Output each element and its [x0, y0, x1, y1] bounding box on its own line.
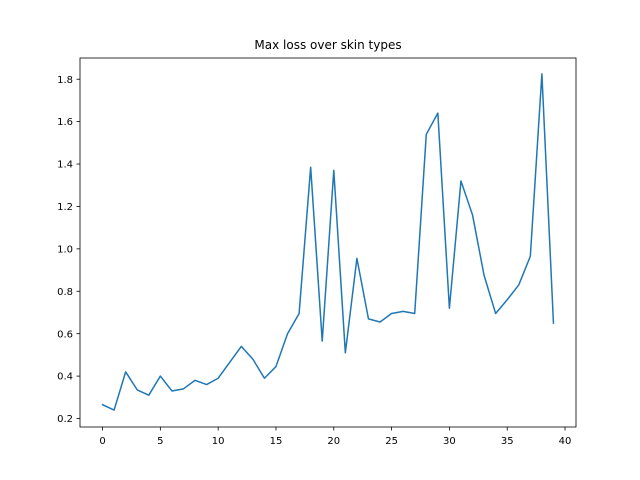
y-tick-label-1: 0.4 — [57, 372, 73, 383]
y-tick-label-3: 0.8 — [57, 287, 73, 298]
x-tick-label-8: 40 — [559, 436, 572, 447]
series-layer — [101, 73, 555, 411]
y-tick-label-5: 1.2 — [57, 202, 73, 213]
y-tick-label-2: 0.6 — [57, 329, 73, 340]
x-tick-label-0: 0 — [99, 436, 105, 447]
x-tick-label-6: 30 — [443, 436, 456, 447]
plot-frame — [79, 57, 577, 428]
chart-title: Max loss over skin types — [254, 38, 401, 52]
x-tick-label-7: 35 — [501, 436, 514, 447]
x-tick-label-2: 10 — [212, 436, 225, 447]
x-tick-label-3: 15 — [270, 436, 283, 447]
x-tick-label-5: 25 — [385, 436, 398, 447]
y-axis: 0.2 0.4 0.6 0.8 1.0 1.2 1.4 1.6 1.8 — [57, 75, 80, 425]
x-tick-label-1: 5 — [157, 436, 163, 447]
y-tick-label-8: 1.8 — [57, 75, 73, 86]
y-tick-label-4: 1.0 — [57, 244, 73, 255]
y-tick-label-0: 0.2 — [57, 414, 73, 425]
series-line-0 — [101, 73, 555, 411]
x-tick-label-4: 20 — [327, 436, 340, 447]
y-tick-label-7: 1.6 — [57, 117, 73, 128]
x-axis: 0 5 10 15 20 25 30 35 40 — [99, 427, 571, 447]
y-tick-label-6: 1.4 — [57, 160, 73, 171]
